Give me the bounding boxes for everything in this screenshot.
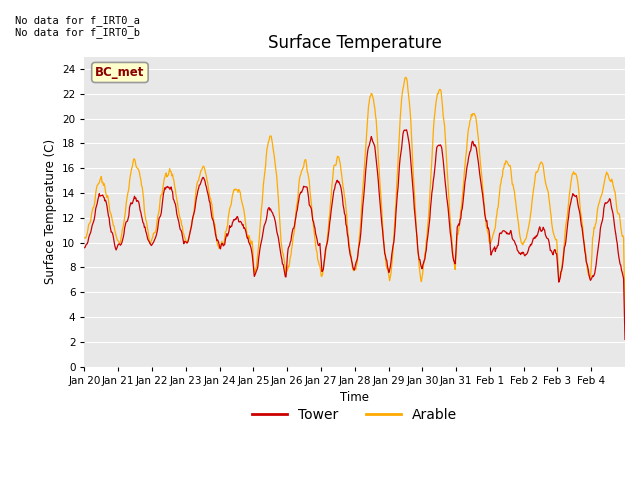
Y-axis label: Surface Temperature (C): Surface Temperature (C) bbox=[44, 139, 56, 284]
Text: No data for f_IRT0_a
No data for f_IRT0_b: No data for f_IRT0_a No data for f_IRT0_… bbox=[15, 15, 140, 38]
Text: BC_met: BC_met bbox=[95, 66, 145, 79]
Legend: Tower, Arable: Tower, Arable bbox=[247, 403, 463, 428]
Title: Surface Temperature: Surface Temperature bbox=[268, 35, 442, 52]
X-axis label: Time: Time bbox=[340, 391, 369, 404]
